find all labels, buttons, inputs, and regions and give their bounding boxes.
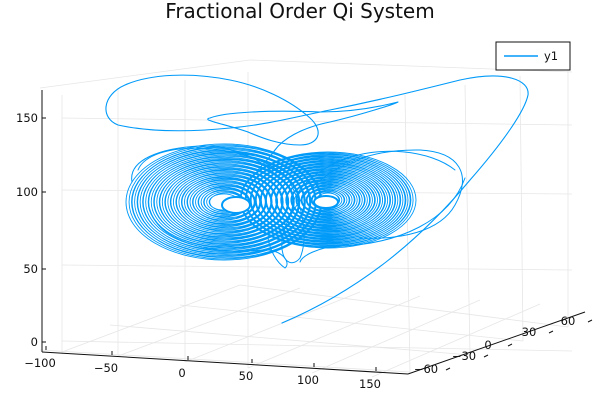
- tick-marks: [42, 117, 593, 371]
- x-tick-label: 100: [297, 373, 319, 387]
- y-tick-mark: [445, 367, 451, 371]
- chart-title: Fractional Order Qi System: [165, 0, 434, 23]
- grid-line: [61, 340, 573, 352]
- grid-line: [179, 304, 524, 342]
- axes: [41, 90, 586, 375]
- grid-line: [371, 303, 541, 378]
- trajectory-line: [149, 209, 288, 269]
- grid-line: [464, 84, 471, 356]
- tick-labels: −100 −50 0 50 100 150 −60 −30 0 30 60 0 50 100 150: [16, 111, 575, 391]
- trajectory-line: [131, 145, 279, 183]
- grid-line: [117, 287, 301, 357]
- x-tick-label: −50: [94, 361, 118, 375]
- z-tick-label: 100: [16, 185, 38, 199]
- legend-label: y1: [544, 49, 558, 63]
- x-tick-label: −100: [24, 356, 56, 370]
- legend: y1: [495, 41, 571, 71]
- series-group: [105, 74, 529, 324]
- x-tick-label: 0: [178, 366, 185, 380]
- y-tick-mark: [483, 354, 489, 358]
- grid-line: [109, 324, 471, 356]
- z-tick-label: 150: [16, 111, 38, 125]
- grid-line: [61, 189, 573, 195]
- z-tick-label: 0: [31, 335, 38, 349]
- y-tick-mark: [587, 319, 593, 323]
- grid-line: [61, 117, 573, 126]
- y-tick-label: 60: [561, 314, 576, 328]
- attractor-core-left: [221, 196, 251, 214]
- trajectory-line: [299, 177, 466, 263]
- z-tick-label: 50: [23, 262, 38, 276]
- y-tick-label: −30: [452, 349, 476, 363]
- grid-line: [519, 75, 524, 342]
- y-axis: [407, 311, 586, 375]
- grid-line: [239, 284, 569, 328]
- attractor-core-right: [313, 195, 339, 209]
- grid-line: [184, 291, 361, 363]
- x-tick-label: 150: [359, 377, 381, 391]
- trajectory-line: [207, 101, 399, 171]
- grid-line: [61, 284, 241, 353]
- y-tick-label: −60: [414, 362, 438, 376]
- trajectory-line: [293, 150, 456, 201]
- y-tick-mark: [507, 343, 513, 347]
- y-tick-mark: [548, 330, 554, 334]
- grid-line: [39, 59, 251, 89]
- grid-line: [39, 349, 411, 373]
- grid-line: [404, 94, 411, 373]
- y-tick-label: 0: [484, 338, 491, 352]
- grid-line: [61, 264, 573, 271]
- trajectory-line: [105, 74, 529, 324]
- grid-lines: [39, 59, 573, 378]
- grid-line: [247, 295, 421, 369]
- y-tick-label: 30: [522, 325, 537, 339]
- trajectory-line: [137, 147, 463, 263]
- x-axis: [41, 351, 409, 375]
- x-tick-label: 50: [239, 369, 254, 383]
